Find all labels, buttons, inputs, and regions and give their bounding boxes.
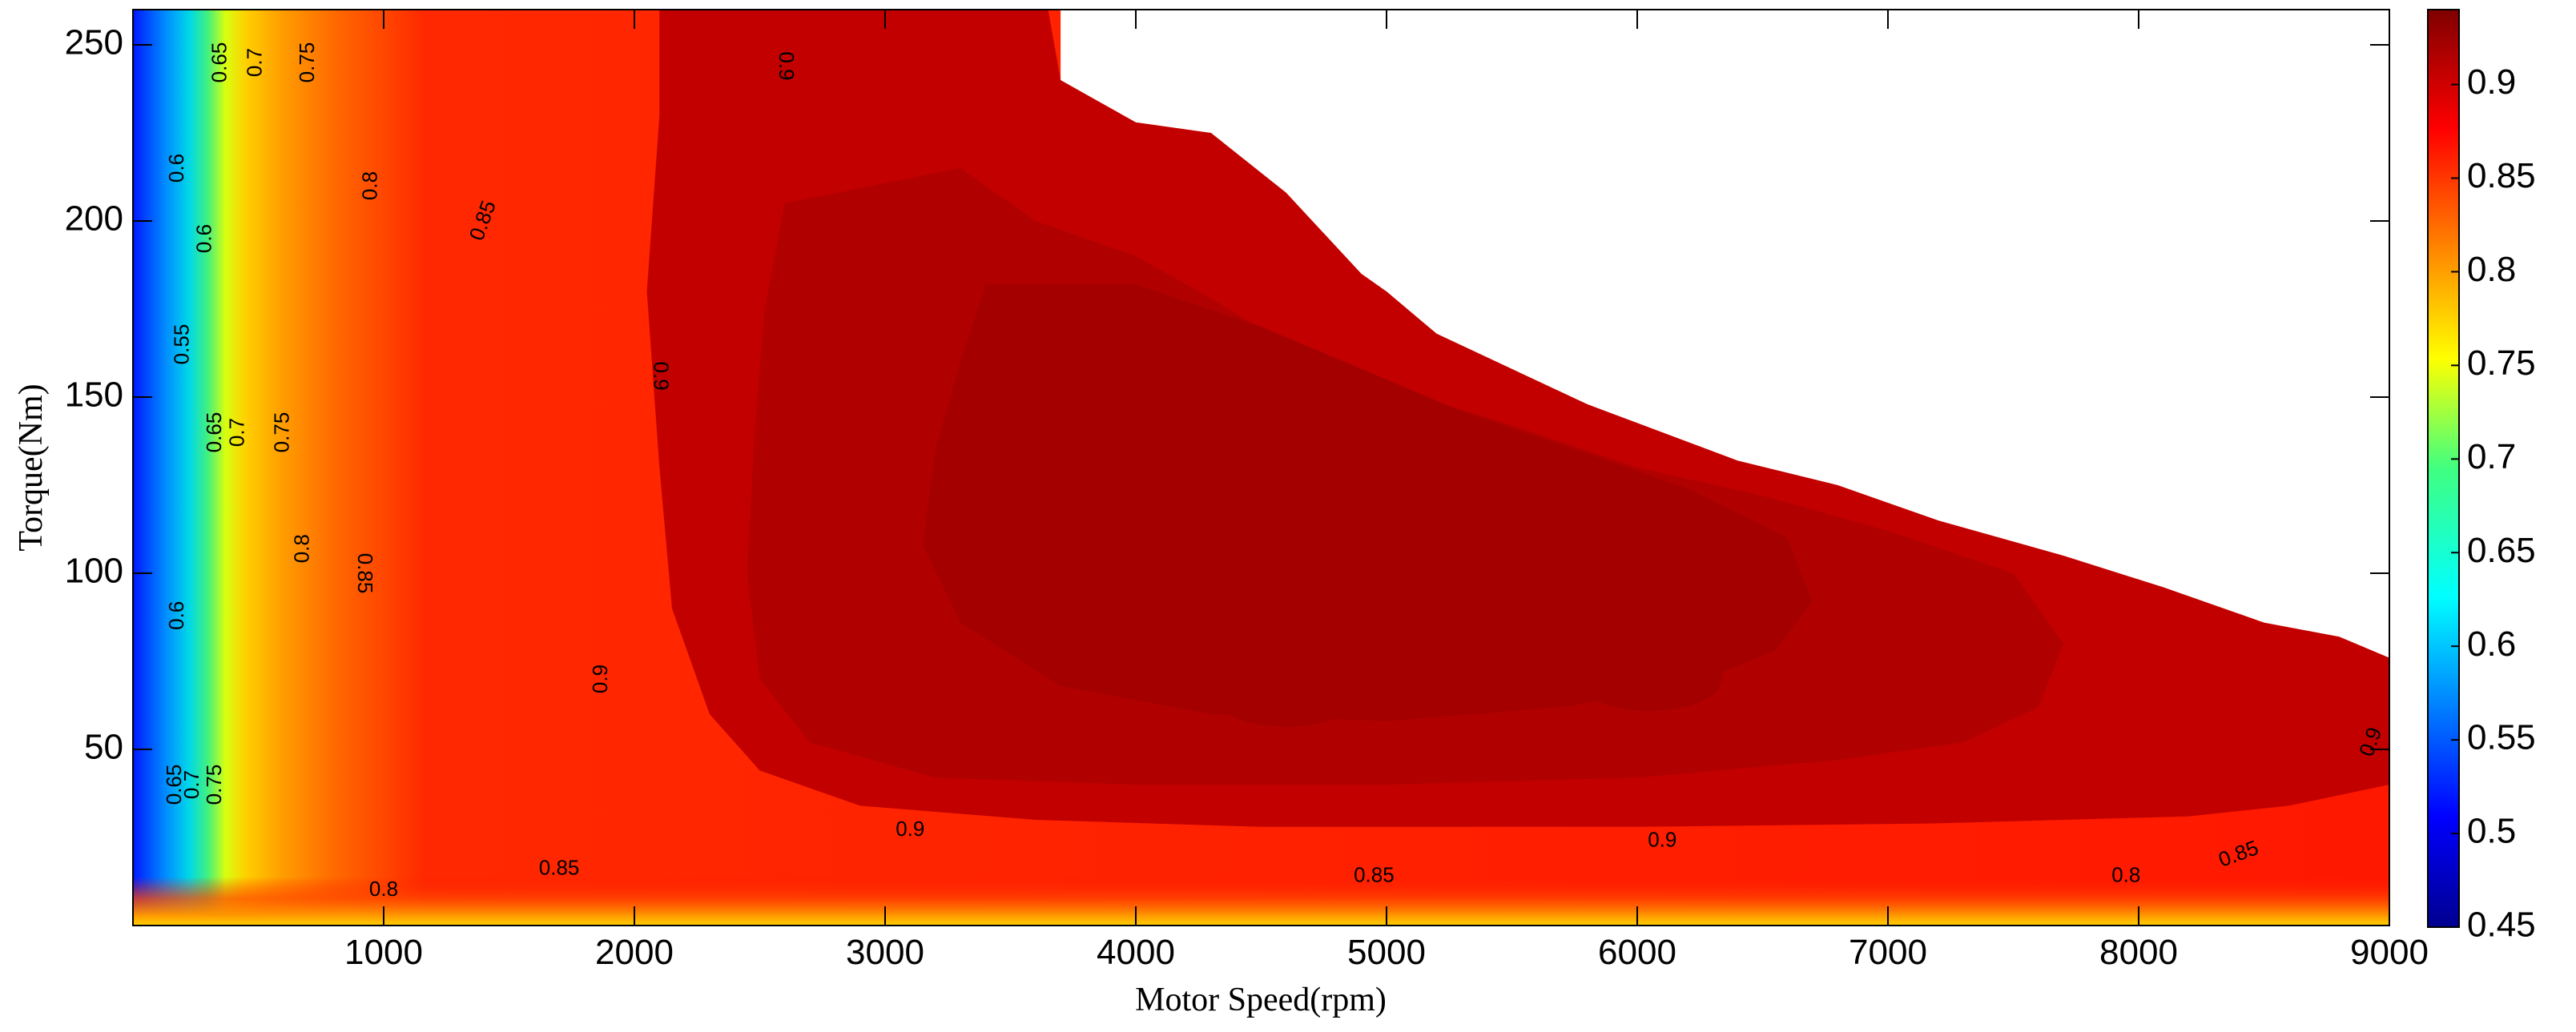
x-axis: 1000 2000 3000 4000 5000 6000 7000 8000 9000 <box>344 10 2429 972</box>
contour-label-9: 0.55 <box>169 324 193 365</box>
contour-label-26: 0.8 <box>2111 862 2140 886</box>
efficiency-island-3 <box>1577 647 1722 711</box>
colorbar-tick-label-0.5: 0.5 <box>2467 812 2516 851</box>
colorbar-tick-label-0.45: 0.45 <box>2467 906 2536 945</box>
contour-label-24: 0.85 <box>1354 862 1395 886</box>
contour-label-18: 0.65 <box>162 765 186 805</box>
contour-label-15: 0.85 <box>353 553 377 594</box>
efficiency-island-1 <box>1048 371 1224 459</box>
contour-label-4: 0.8 <box>357 171 381 200</box>
y-axis-title: Torque(Nm) <box>13 383 50 551</box>
x-tick-label-3000: 3000 <box>846 933 924 972</box>
efficiency-regions <box>646 10 2389 827</box>
y-axis: 50 100 150 200 250 <box>65 23 2389 767</box>
colorbar-tick-label-0.55: 0.55 <box>2467 718 2536 757</box>
contour-label-20: 0.75 <box>202 765 226 805</box>
colorbar-tick-label-0.7: 0.7 <box>2467 437 2516 476</box>
contour-label-2: 0.7 <box>242 48 266 77</box>
y-tick-label-250: 250 <box>65 23 123 62</box>
contour-label-8: 0.6 <box>192 224 216 253</box>
x-tick-label-6000: 6000 <box>1598 933 1676 972</box>
y-tick-label-150: 150 <box>65 375 123 415</box>
colorbar-tick-label-0.75: 0.75 <box>2467 343 2536 383</box>
efficiency-island-2 <box>1214 666 1358 727</box>
contour-label-12: 0.75 <box>270 412 294 453</box>
contour-labels: 0.65 0.7 0.750.80.850.90.60.60.550.650.7 0.… <box>162 42 2386 901</box>
x-tick-label-4000: 4000 <box>1097 933 1175 972</box>
contour-label-25: 0.9 <box>1648 827 1676 851</box>
colorbar-tick-label-0.65: 0.65 <box>2467 531 2536 570</box>
contour-label-16: 0.6 <box>164 601 188 630</box>
low-torque-band <box>133 877 2389 926</box>
contour-label-3: 0.75 <box>295 42 319 83</box>
y-tick-label-100: 100 <box>65 552 123 591</box>
contour-label-6: 0.9 <box>775 51 799 80</box>
colorbar-tick-label-0.9: 0.9 <box>2467 62 2516 102</box>
contour-label-1: 0.65 <box>207 42 231 83</box>
contour-label-23: 0.8 <box>369 877 398 901</box>
colorbar-tick-label-0.85: 0.85 <box>2467 156 2536 195</box>
contour-label-22: 0.85 <box>539 855 580 879</box>
colorbar-tick-label-0.8: 0.8 <box>2467 250 2516 289</box>
y-tick-label-200: 200 <box>65 199 123 239</box>
x-tick-label-9000: 9000 <box>2350 933 2429 972</box>
contour-label-13: 0.9 <box>649 362 673 391</box>
x-tick-label-8000: 8000 <box>2099 933 2178 972</box>
contour-label-7: 0.6 <box>164 154 188 183</box>
contour-label-14: 0.8 <box>290 534 314 563</box>
x-tick-label-2000: 2000 <box>595 933 674 972</box>
colorbar-tick-label-0.6: 0.6 <box>2467 624 2516 664</box>
contour-label-21: 0.9 <box>896 817 924 841</box>
x-axis-title: Motor Speed(rpm) <box>1135 982 1387 1018</box>
x-tick-label-5000: 5000 <box>1347 933 1426 972</box>
plot-frame <box>132 9 2390 926</box>
x-tick-label-1000: 1000 <box>344 933 423 972</box>
contour-label-19: 0.7 <box>179 770 203 799</box>
x-tick-label-7000: 7000 <box>1849 933 1927 972</box>
contour-label-17: 0.9 <box>588 665 612 693</box>
max-torque-boundary <box>1061 10 2389 658</box>
colorbar-ticks: 0.45 0.5 0.55 0.6 0.65 0.7 0.75 0.8 0.85 0.9 <box>2451 62 2536 945</box>
contour-label-11: 0.7 <box>224 418 248 447</box>
colorbar <box>2427 9 2460 928</box>
contour-label-10: 0.65 <box>202 412 226 453</box>
y-tick-label-50: 50 <box>84 728 123 767</box>
heatmap-plot-area <box>133 10 2389 926</box>
